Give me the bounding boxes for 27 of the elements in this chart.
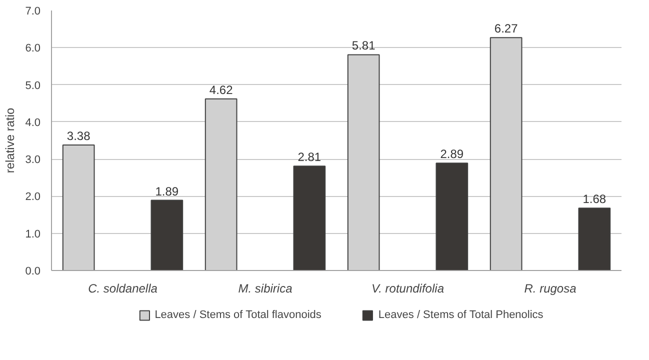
bar: [436, 162, 468, 270]
y-tick-label: 1.0: [25, 228, 41, 240]
data-label: 1.89: [155, 184, 179, 198]
data-label: 6.27: [494, 22, 518, 36]
legend-label: Leaves / Stems of Total Phenolics: [378, 309, 544, 321]
data-label: 4.62: [209, 82, 234, 97]
bar: [293, 166, 326, 270]
data-label: 1.68: [582, 192, 606, 206]
y-tick-label: 2.0: [25, 191, 41, 204]
y-tick-label: 0.0: [25, 266, 41, 278]
data-label: 2.89: [440, 147, 464, 162]
x-tick-label: V. rotundifolia: [372, 282, 444, 296]
y-axis-title: relative ratio: [3, 107, 18, 174]
bar: [578, 208, 611, 270]
y-tick-label: 3.0: [25, 154, 41, 166]
data-label: 5.81: [352, 38, 376, 53]
bar: [150, 200, 184, 270]
x-tick-label: C. soldanella: [88, 282, 158, 296]
x-tick-label: M. sibirica: [238, 282, 293, 296]
y-tick-label: 5.0: [25, 80, 41, 92]
data-label: 2.81: [298, 150, 322, 164]
y-tick-label: 6.0: [25, 42, 41, 55]
y-tick-label: 7.0: [25, 6, 41, 18]
x-tick-label: R. rugosa: [524, 282, 577, 296]
data-label: 3.38: [66, 128, 91, 143]
legend-label: Leaves / Stems of Total flavonoids: [154, 309, 322, 321]
y-tick-label: 4.0: [25, 116, 41, 129]
